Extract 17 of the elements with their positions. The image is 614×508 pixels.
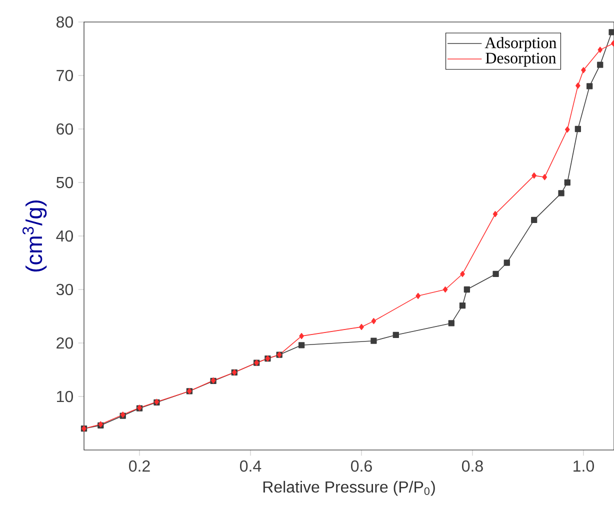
y-tick-label: 60: [56, 123, 73, 135]
x-tick-label: 0.8: [462, 460, 483, 472]
x-tick-label: 0.4: [240, 460, 262, 472]
x-tick-label: 1.0: [574, 460, 594, 472]
y-tick-label: 40: [56, 230, 73, 242]
x-tick-label: 0.6: [350, 460, 372, 472]
legend-label: Adsorption: [484, 36, 556, 52]
x-tick-label: 0.2: [129, 460, 150, 472]
y-axis-title: (cm$^{3}$/g): [22, 200, 47, 272]
y-tick-label: 70: [56, 70, 73, 82]
y-tick-label: 30: [56, 284, 73, 296]
legend-label: Desorption: [486, 52, 556, 67]
x-axis-title: Relative Pressure (P/P$_{0}$): [263, 480, 435, 496]
y-tick-label: 20: [56, 337, 73, 349]
y-tick-label: 80: [56, 16, 73, 28]
y-tick-label: 50: [56, 176, 73, 188]
y-tick-label: 10: [57, 390, 73, 402]
